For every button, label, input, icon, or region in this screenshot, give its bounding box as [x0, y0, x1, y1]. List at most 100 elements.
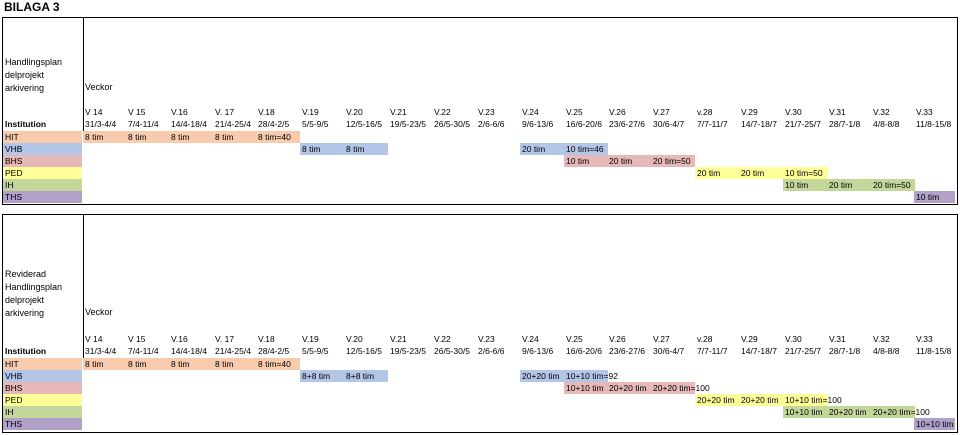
- schedule-hours: 8 tim: [85, 132, 104, 142]
- schedule-hours: 20+20 tim: [829, 407, 867, 417]
- schedule-bar: [520, 370, 564, 382]
- schedule-bar: [914, 418, 955, 430]
- week-label: V.31: [829, 107, 846, 117]
- row-label-fill: [3, 358, 82, 370]
- week-label: V.22: [434, 334, 451, 344]
- schedule-hours: 10+10 tim: [566, 383, 604, 393]
- column-divider: [83, 18, 84, 131]
- row-label: THS: [5, 192, 22, 202]
- schedule-bar: [169, 131, 213, 143]
- date-label: 23/6-27/6: [609, 119, 645, 129]
- schedule-hours: 8 tim=40: [258, 359, 291, 369]
- column-divider: [83, 215, 84, 358]
- schedule-hours: 20 tim: [609, 156, 633, 166]
- row-label: HIT: [5, 132, 19, 142]
- schedule-bar: [783, 394, 827, 406]
- date-label: 5/5-9/5: [302, 119, 329, 129]
- schedule-hours: 20+20 tim: [522, 371, 560, 381]
- row-label: BHS: [5, 156, 23, 166]
- schedule-bar: [651, 155, 695, 167]
- week-label: V.22: [434, 107, 451, 117]
- week-label: V. 17: [215, 107, 235, 117]
- institution-row-bhs: BHS 10 tim 20 tim 20 tim=50: [3, 155, 957, 167]
- schedule-bar: [213, 131, 257, 143]
- date-label: 26/5-30/5: [434, 346, 470, 356]
- plan-label-line: Handlingsplan: [5, 57, 63, 67]
- veckor-header: Veckor: [85, 82, 113, 92]
- week-label: V 14: [85, 107, 103, 117]
- week-label: V.18: [258, 107, 275, 117]
- schedule-hours: 20+20 tim: [697, 395, 735, 405]
- schedule-hours: 20+20 tim=100: [873, 407, 930, 417]
- schedule-hours: 10 tim: [566, 156, 590, 166]
- week-label: V.19: [302, 107, 319, 117]
- row-label-fill: [3, 131, 82, 143]
- schedule-hours: 20 tim: [522, 144, 546, 154]
- schedule-hours: 8 tim: [302, 144, 321, 154]
- row-label-fill: [3, 179, 82, 191]
- week-label: V.29: [741, 107, 758, 117]
- week-label: V.29: [741, 334, 758, 344]
- schedule-hours: 20+20 tim: [741, 395, 779, 405]
- week-label: V.18: [258, 334, 275, 344]
- institution-row-ped: PED 20+20 tim 20+20 tim 10+10 tim=100: [3, 394, 957, 406]
- institution-row-vhb: VHB 8 tim 8 tim 20 tim 10 tim=46: [3, 143, 957, 155]
- date-row: Institution 31/3-4/4 7/4-11/4 14/4-18/4 21/4…: [3, 345, 957, 357]
- date-label: 7/7-11/7: [697, 346, 728, 356]
- row-label: BHS: [5, 383, 23, 393]
- institution-row-ths: THS 10+10 tim: [3, 418, 957, 430]
- date-label: 30/6-4/7: [653, 346, 685, 356]
- date-label: 12/5-16/5: [346, 346, 382, 356]
- row-label-fill: [3, 394, 82, 406]
- schedule-bar: [83, 131, 127, 143]
- schedule-hours: 8 tim: [128, 132, 147, 142]
- schedule-bar: [607, 382, 651, 394]
- schedule-bar: [256, 358, 300, 370]
- date-label: 31/3-4/4: [85, 119, 117, 129]
- schedule-hours: 10+10 tim=92: [566, 371, 618, 381]
- week-label: V.16: [171, 107, 188, 117]
- date-label: 16/6-20/6: [566, 119, 602, 129]
- schedule-bar: [300, 370, 344, 382]
- date-label: 9/6-13/6: [522, 346, 554, 356]
- date-label: 21/7-25/7: [785, 346, 821, 356]
- row-label-fill: [3, 155, 82, 167]
- week-label: V 14: [85, 334, 103, 344]
- row-label-fill: [3, 406, 82, 418]
- date-label: 12/5-16/5: [346, 119, 382, 129]
- date-label: 28/4-2/5: [258, 119, 290, 129]
- plan-label-line: delprojekt: [5, 295, 45, 305]
- date-label: 23/6-27/6: [609, 346, 645, 356]
- schedule-bar: [827, 406, 871, 418]
- schedule-hours: 8 tim: [171, 359, 190, 369]
- week-label: V 15: [128, 107, 146, 117]
- row-label-fill: [3, 382, 82, 394]
- institution-row-ped: PED 20 tim 20 tim 10 tim=50: [3, 167, 957, 179]
- schedule-bar: [564, 382, 608, 394]
- date-label: 2/6-6/6: [478, 119, 505, 129]
- institution-label: Institution: [5, 346, 47, 356]
- schedule-bar: [827, 179, 871, 191]
- date-label: 5/5-9/5: [302, 346, 329, 356]
- date-label: 14/7-18/7: [741, 119, 777, 129]
- schedule-bar: [739, 167, 783, 179]
- sheet-title: BILAGA 3: [4, 0, 60, 14]
- row-label-fill: [3, 370, 82, 382]
- row-label: IH: [5, 180, 14, 190]
- schedule-hours: 8 tim: [85, 359, 104, 369]
- schedule-bar: [564, 143, 608, 155]
- institution-label: Institution: [5, 119, 47, 129]
- row-label-fill: [3, 418, 82, 430]
- date-label: 11/8-15/8: [916, 119, 952, 129]
- week-label: V.27: [653, 334, 670, 344]
- date-label: 16/6-20/6: [566, 346, 602, 356]
- date-label: 19/5-23/5: [390, 346, 426, 356]
- institution-row-hit: HIT 8 tim 8 tim 8 tim 8 tim 8 tim=40: [3, 358, 957, 370]
- week-label: V.32: [873, 107, 890, 117]
- schedule-hours: 8+8 tim: [346, 371, 375, 381]
- schedule-hours: 10 tim=46: [566, 144, 604, 154]
- week-label: V.32: [873, 334, 890, 344]
- date-label: 26/5-30/5: [434, 119, 470, 129]
- date-label: 9/6-13/6: [522, 119, 554, 129]
- schedule-bar: [564, 370, 608, 382]
